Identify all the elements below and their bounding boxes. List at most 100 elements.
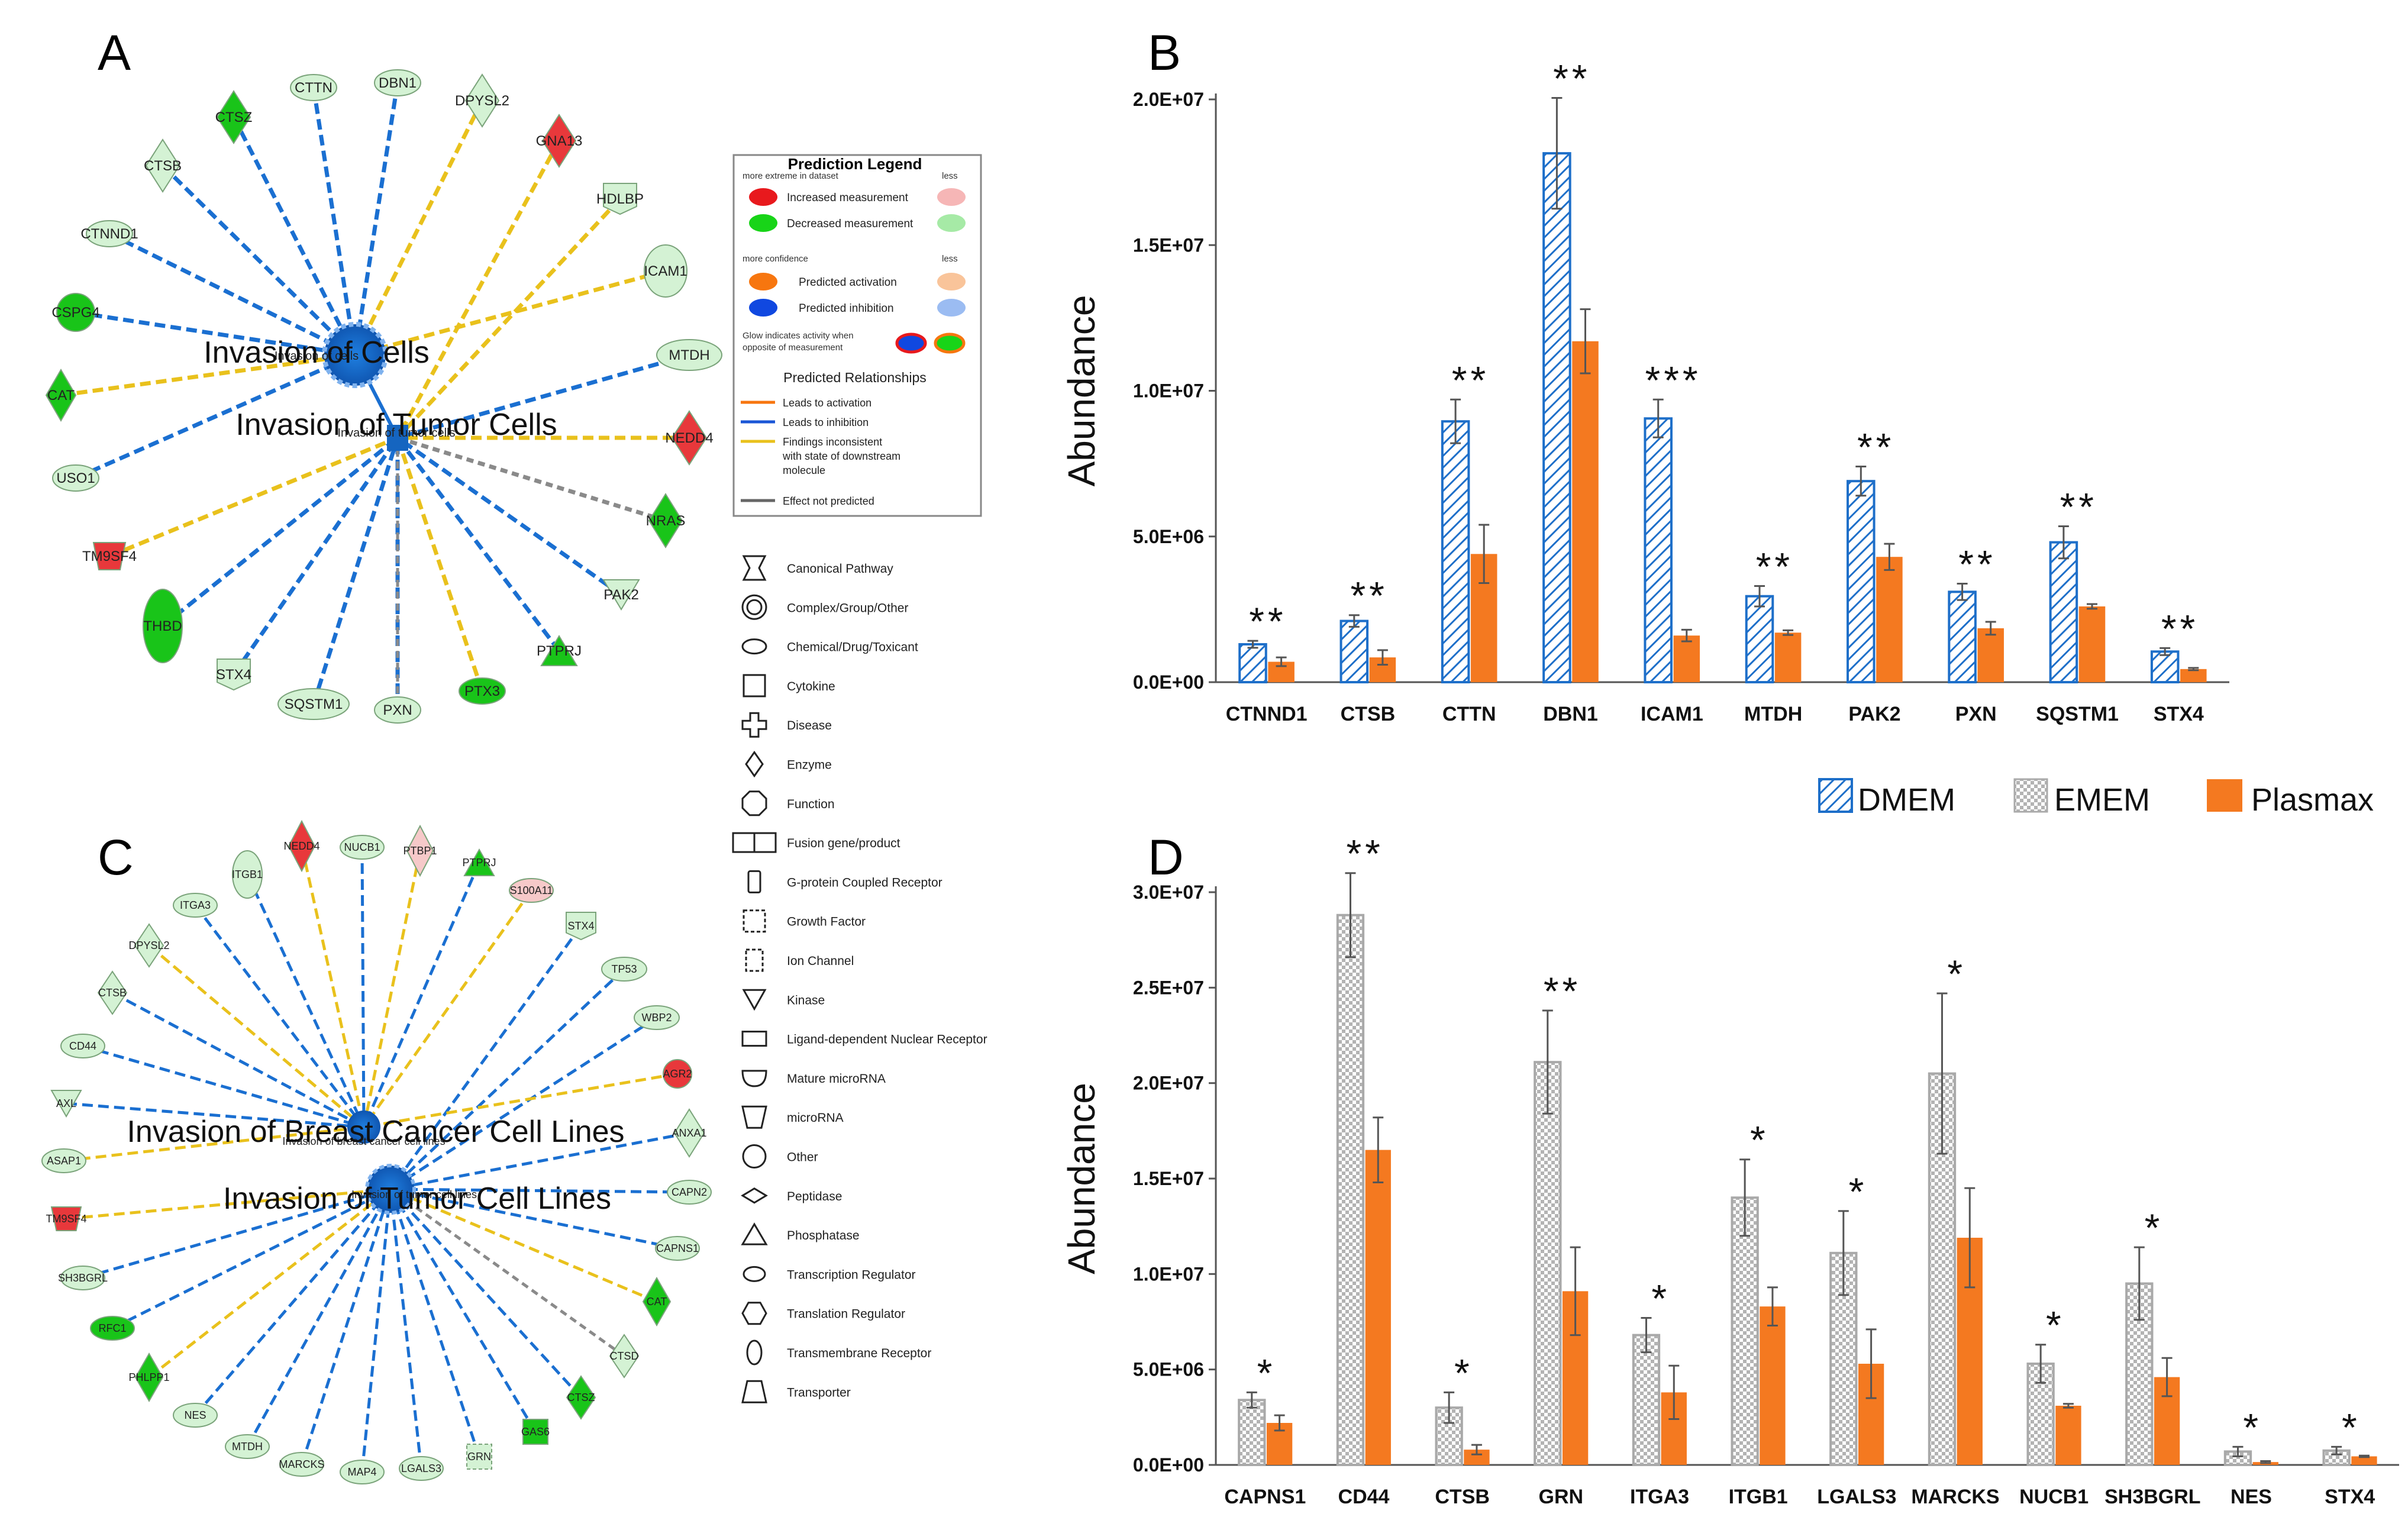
legend-inconsistent-3: molecule [783, 464, 825, 476]
y-tick-label: 1.5E+07 [1133, 1168, 1204, 1189]
node-c-mtdh [225, 1434, 270, 1459]
bar-dmem-mtdh [1745, 595, 1774, 684]
network-c-hub-labels: Invasion of breast cancer cell lines Inv… [127, 1115, 624, 1216]
shape-legend-icon-ellipse-tall [746, 1339, 763, 1366]
bar-dmem-icam1 [1644, 417, 1673, 683]
hub-c2-small-label: Invasion of tumor cell lines [351, 1189, 477, 1200]
node-a-dbn1 [374, 69, 421, 96]
node-c-ptbp1 [406, 824, 434, 877]
shape-legend-icon-rect-wide [741, 1031, 767, 1047]
node-a-tm9sf4 [92, 542, 127, 570]
legend-activation-weak [937, 273, 966, 290]
legend-relationships-title: Predicted Relationships [783, 370, 927, 385]
x-tick-label-cd44: CD44 [1338, 1486, 1390, 1508]
node-a-label: GNA13 [536, 133, 583, 149]
hub-a2-small-label: Invasion of tumor cells [338, 427, 456, 440]
network-c-edges [63, 845, 690, 1473]
node-a-label: NEDD4 [665, 430, 713, 446]
legend-increased-weak [937, 188, 966, 206]
x-tick-label-itga3: ITGA3 [1630, 1486, 1689, 1508]
significance-capns1: * [1257, 1351, 1276, 1395]
node-c-s100a11 [509, 878, 554, 903]
x-tick-label-itgb1: ITGB1 [1729, 1486, 1788, 1508]
node-c-label: CTSB [98, 987, 127, 999]
edge-a-nras [396, 435, 667, 523]
hub-a1-icon [322, 322, 388, 388]
significance-itga3: * [1651, 1277, 1670, 1321]
x-tick-label-stx4: STX4 [2154, 703, 2204, 725]
edge-c-ptprj [362, 862, 481, 1128]
x-tick-label-ctsb: CTSB [1341, 703, 1396, 725]
bar-dmem-ctnnd1 [1238, 643, 1267, 683]
legend-glow-green [934, 333, 966, 354]
edge-c-anxa1 [390, 1131, 690, 1191]
node-c-dpysl2 [134, 923, 164, 968]
node-c-marcks [279, 1452, 324, 1477]
edge-c-s100a11 [362, 889, 533, 1128]
legend-inhibition-label: Predicted inhibition [799, 302, 894, 315]
y-tick-label: 3.0E+07 [1133, 882, 1204, 903]
node-a-ctsb [145, 138, 180, 193]
significance-stx4: * [2342, 1405, 2361, 1449]
significance-icam1: *** [1645, 358, 1702, 402]
bar-plasmax-pak2 [1876, 557, 1903, 682]
y-tick-label: 1.5E+07 [1133, 234, 1204, 256]
edge-c-sh3bgrl [82, 1187, 391, 1280]
shape-legend-icon-diamond [745, 750, 764, 778]
bar-dmem-pak2 [1847, 480, 1876, 683]
x-tick-label-sh3bgrl: SH3BGRL [2104, 1486, 2200, 1508]
bar-plasmax-sqstm1 [2078, 606, 2106, 682]
legend-inhibition-strong [749, 299, 777, 317]
shape-legend-icon-octagon [741, 790, 767, 816]
shape-legend-icon-hourglass [742, 555, 767, 581]
legend-increased-label: Increased measurement [787, 192, 909, 204]
node-a-label: PAK2 [603, 587, 639, 603]
node-c-agr2 [663, 1059, 692, 1089]
shape-legend-icon-ellipse-flat [741, 638, 767, 655]
node-a-label: THBD [143, 618, 182, 634]
node-a-stx4 [217, 659, 251, 691]
edge-a-ctsz [231, 116, 357, 356]
node-c-ptprj [463, 848, 495, 876]
hub-c1-icon [347, 1111, 380, 1144]
edge-a-dbn1 [353, 82, 400, 356]
node-c-anxa1 [673, 1108, 705, 1158]
edge-c-marcks [300, 1189, 392, 1465]
bar-dmem-sqstm1 [2049, 541, 2078, 683]
node-c-tm9sf4 [50, 1206, 82, 1231]
node-c-label: WBP2 [641, 1012, 672, 1024]
edge-c-asap1 [63, 1125, 364, 1163]
node-c-asap1 [41, 1148, 86, 1173]
hub-c2-icon [365, 1164, 416, 1215]
y-axis-label: Abundance [1060, 1083, 1103, 1274]
node-c-label: CAPNS1 [656, 1242, 699, 1254]
hub-a2-icon [387, 425, 408, 451]
shape-legend-icon-inner [746, 599, 763, 615]
shape-legend-icon-half-ellipse [741, 1070, 767, 1087]
node-c-nes [173, 1403, 218, 1428]
shape-legend-label: Peptidase [787, 1190, 842, 1203]
hub-a1-label: Invasion of Cells [204, 335, 430, 370]
edge-c-cd44 [82, 1044, 364, 1129]
node-a-label: CTSZ [215, 109, 253, 125]
network-c-nodes: NEDD4 NUCB1 PTBP1 PTPRJ S100A11 STX4 TP53 WBP2 A… [41, 819, 712, 1484]
legend-less-2: less [942, 254, 958, 264]
node-c-axl [50, 1090, 82, 1118]
node-c-gas6 [522, 1419, 548, 1445]
x-tick-label-ctnnd1: CTNND1 [1226, 703, 1308, 725]
x-tick-label-capns1: CAPNS1 [1224, 1486, 1306, 1508]
node-c-label: CD44 [69, 1040, 96, 1052]
bar-plasmax-stx4 [2351, 1456, 2377, 1465]
edge-c-wbp2 [389, 1016, 658, 1191]
legend-leads-activation: Leads to activation [783, 397, 871, 409]
hub-a1-small-label: Invasion of cells [275, 350, 359, 363]
hub-c2-label: Invasion of Tumor Cell Lines [223, 1182, 611, 1216]
node-c-itga3 [173, 893, 218, 918]
shape-legend-label: Translation Regulator [787, 1308, 905, 1321]
edge-a-uso1 [75, 353, 356, 480]
node-c-label: PTBP1 [403, 845, 437, 857]
shape-legend-label: Enzyme [787, 758, 832, 772]
bar-dmem-dbn1 [1542, 152, 1571, 683]
panel-letter-a: A [98, 25, 131, 80]
x-tick-label-pxn: PXN [1955, 703, 1997, 725]
